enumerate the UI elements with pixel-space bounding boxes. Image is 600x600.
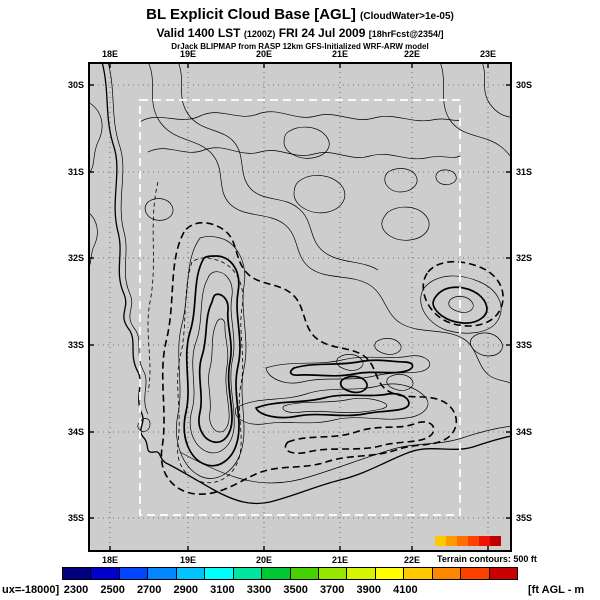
colorbar-segment xyxy=(289,568,318,579)
y-tick-label-left: 35S xyxy=(67,513,84,523)
x-tick-label-bottom: 18E xyxy=(101,555,118,565)
terrain-contours xyxy=(88,62,512,484)
colorbar-tick-label: 3100 xyxy=(210,584,235,596)
colorbar-segment xyxy=(403,568,432,579)
colorbar-tick-row: 2300 2500 2700 2900 3100 3300 3500 3700 3900 4100 xyxy=(0,584,600,597)
y-tick-label-left: 32S xyxy=(67,253,84,263)
colorbar-segment xyxy=(175,568,205,579)
x-tick-label-bottom: 20E xyxy=(255,555,272,565)
colorbar-segment xyxy=(488,568,517,579)
cloudbase-contours xyxy=(147,181,504,495)
model-domain-boundary xyxy=(139,99,461,516)
colorbar-segment xyxy=(232,568,262,579)
x-tick-label-top: 19E xyxy=(179,49,196,59)
grid-lines xyxy=(88,62,512,552)
valid-date: FRI 24 Jul 2009 xyxy=(278,26,366,40)
colorbar-tick-label: 2500 xyxy=(100,584,125,596)
colorbar-segment xyxy=(63,568,91,579)
x-tick-label-top: 20E xyxy=(255,49,272,59)
valid-time: Valid 1400 LST xyxy=(156,26,241,40)
x-tick-label-top: 22E xyxy=(403,49,420,59)
y-tick-label-right: 34S xyxy=(516,427,533,437)
colorbar-tick-label: 3900 xyxy=(356,584,382,596)
page-title: BL Explicit Cloud Base [AGL] xyxy=(146,6,356,23)
x-tick-label-top: 18E xyxy=(101,49,118,59)
page-title-qualifier: (CloudWater>1e-05) xyxy=(360,11,454,22)
y-tick-label-right: 33S xyxy=(516,340,533,350)
y-tick-label-right: 32S xyxy=(516,253,533,263)
x-tick-label-top: 21E xyxy=(331,49,348,59)
x-tick-label-top: 23E xyxy=(479,49,496,59)
terrain-legend-strip xyxy=(435,536,501,546)
colorbar-units-label-fragment: [ft AGL - m xyxy=(528,584,585,596)
colorbar xyxy=(62,567,518,580)
colorbar-segment xyxy=(374,568,404,579)
colorbar-segment xyxy=(460,568,489,579)
map-frame xyxy=(88,62,512,552)
colorbar-segment xyxy=(346,568,375,579)
colorbar-segment xyxy=(317,568,347,579)
y-tick-label-left: 31S xyxy=(67,167,84,177)
model-caption: DrJack BLIPMAP from RASP 12km GFS-Initia… xyxy=(171,42,429,51)
terrain-contours-note: Terrain contours: 500 ft xyxy=(437,554,537,564)
colorbar-segment xyxy=(147,568,176,579)
y-tick-label-left: 30S xyxy=(67,80,84,90)
y-tick-label-left: 34S xyxy=(67,427,84,437)
y-tick-label-right: 30S xyxy=(516,80,533,90)
colorbar-tick-label: 3500 xyxy=(283,584,308,596)
x-tick-label-bottom: 19E xyxy=(179,555,196,565)
map-plot xyxy=(88,62,512,552)
colorbar-tick-label: 2700 xyxy=(136,584,162,596)
colorbar-segment xyxy=(118,568,148,579)
colorbar-segment xyxy=(261,568,290,579)
valid-time-utc: (1200Z) xyxy=(243,29,276,39)
colorbar-left-label-fragment: ux=-18000] xyxy=(2,584,60,596)
x-tick-label-bottom: 21E xyxy=(331,555,348,565)
x-tick-label-bottom: 22E xyxy=(403,555,420,565)
colorbar-tick-label: 2300 xyxy=(63,584,89,596)
title-line: BL Explicit Cloud Base [AGL] (CloudWater… xyxy=(0,6,600,23)
valid-time-line: Valid 1400 LST (1200Z) FRI 24 Jul 2009 [… xyxy=(0,26,600,40)
colorbar-tick-label: 3700 xyxy=(319,584,345,596)
y-tick-label-right: 35S xyxy=(516,513,533,523)
colorbar-tick-label: 4100 xyxy=(393,584,418,596)
y-tick-label-right: 31S xyxy=(516,167,533,177)
colorbar-segment xyxy=(90,568,119,579)
colorbar-segment xyxy=(204,568,233,579)
colorbar-segment xyxy=(431,568,461,579)
colorbar-tick-label: 2900 xyxy=(173,584,199,596)
coastline xyxy=(101,62,512,505)
header: BL Explicit Cloud Base [AGL] (CloudWater… xyxy=(0,6,600,51)
colorbar-tick-label: 3300 xyxy=(246,584,272,596)
frame-ticks xyxy=(88,62,512,552)
y-tick-label-left: 33S xyxy=(67,340,84,350)
forecast-lead: [18hrFcst@2354/] xyxy=(368,29,444,39)
